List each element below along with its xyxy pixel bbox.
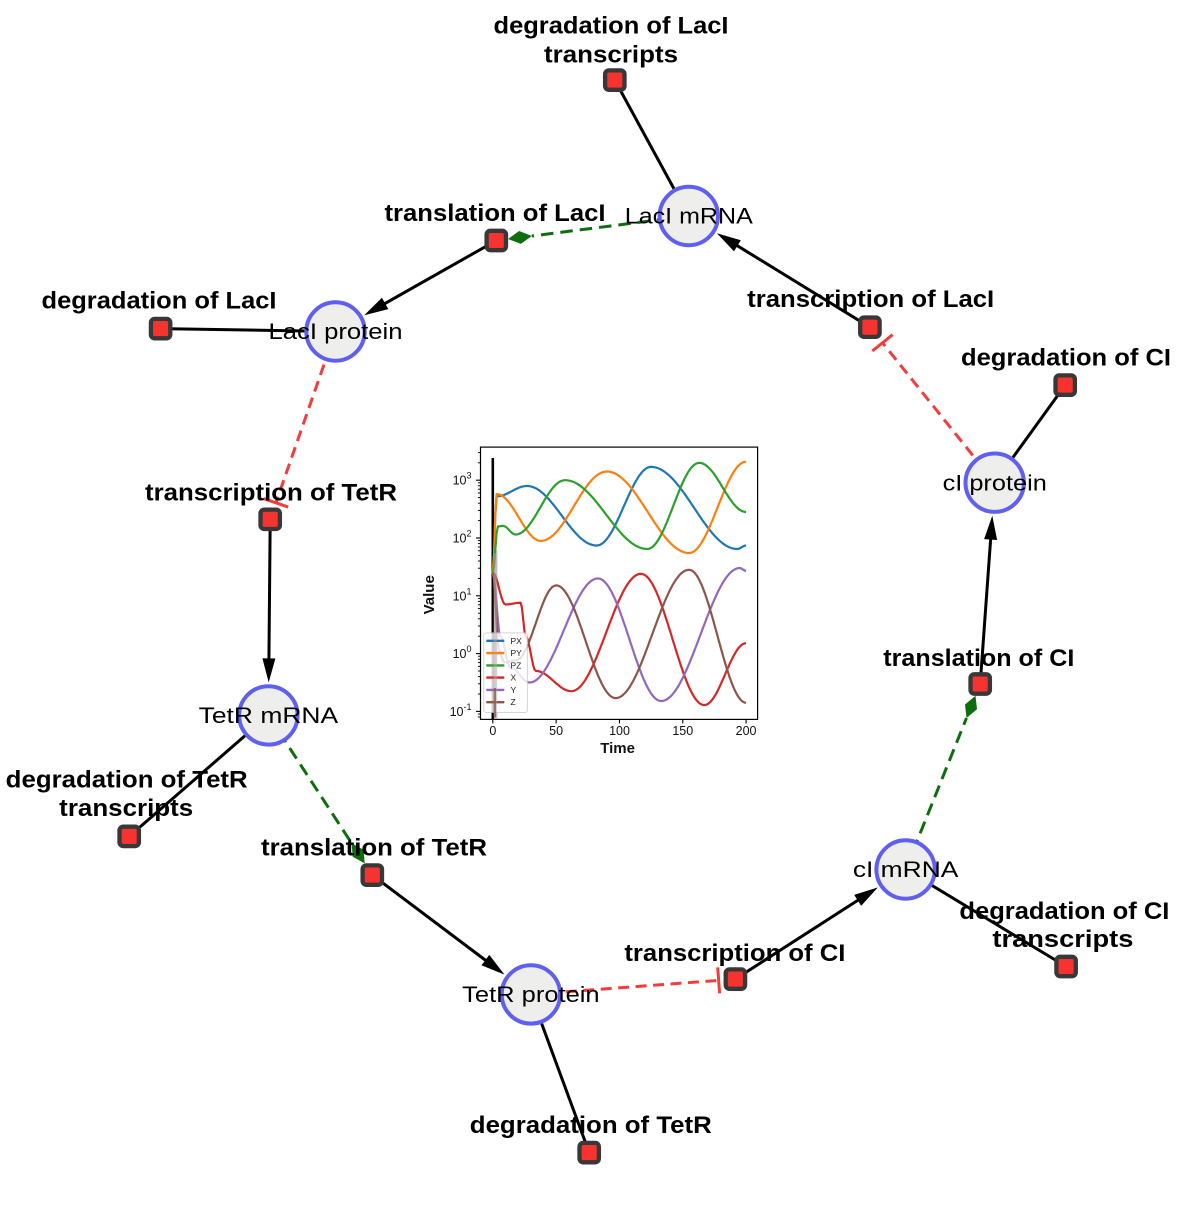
svg-text:PZ: PZ [511, 660, 522, 670]
svg-text:transcripts: transcripts [992, 926, 1133, 953]
svg-text:Z: Z [511, 697, 516, 707]
svg-text:LacI mRNA: LacI mRNA [625, 204, 753, 229]
svg-text:50: 50 [549, 724, 563, 738]
svg-text:PY: PY [511, 648, 523, 658]
svg-text:Time: Time [600, 740, 635, 757]
svg-text:cI protein: cI protein [943, 470, 1047, 495]
svg-text:TetR mRNA: TetR mRNA [199, 703, 339, 728]
svg-text:TetR protein: TetR protein [462, 982, 599, 1007]
svg-text:translation of LacI: translation of LacI [385, 200, 606, 227]
svg-text:transcription of CI: transcription of CI [624, 940, 845, 967]
svg-text:degradation of TetR: degradation of TetR [470, 1112, 712, 1139]
svg-text:transcription of LacI: transcription of LacI [747, 286, 994, 313]
svg-text:transcription of TetR: transcription of TetR [145, 479, 397, 506]
svg-text:transcripts: transcripts [544, 42, 678, 69]
svg-text:100: 100 [609, 724, 630, 738]
svg-text:translation of TetR: translation of TetR [261, 834, 487, 861]
svg-text:X: X [511, 673, 517, 683]
svg-text:degradation of CI: degradation of CI [961, 345, 1171, 372]
svg-text:degradation of LacI: degradation of LacI [42, 287, 277, 314]
svg-text:0: 0 [489, 724, 496, 738]
svg-text:LacI protein: LacI protein [269, 319, 403, 344]
svg-text:degradation of CI: degradation of CI [959, 898, 1169, 925]
svg-text:200: 200 [736, 724, 757, 738]
svg-text:150: 150 [672, 724, 693, 738]
svg-text:Value: Value [421, 575, 438, 614]
svg-text:degradation of TetR: degradation of TetR [6, 767, 248, 794]
svg-text:degradation of LacI: degradation of LacI [494, 13, 729, 40]
svg-text:transcripts: transcripts [59, 795, 193, 822]
svg-text:translation of CI: translation of CI [883, 645, 1074, 672]
svg-text:Y: Y [511, 685, 517, 695]
svg-text:cI mRNA: cI mRNA [853, 857, 959, 882]
svg-text:PX: PX [511, 636, 523, 646]
